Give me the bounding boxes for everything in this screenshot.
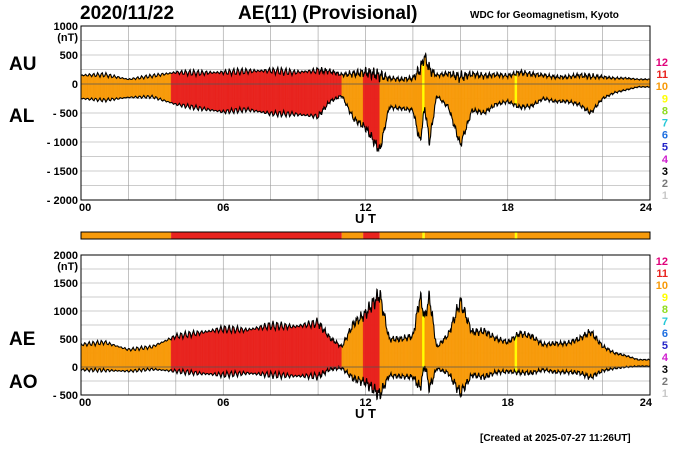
legend-level: 7 <box>662 118 668 130</box>
legend-level: 7 <box>662 316 668 328</box>
legend-level: 5 <box>662 340 668 352</box>
y-tick-label: 1000 <box>54 21 78 33</box>
x-tick-label: 18 <box>502 397 514 409</box>
color-bar-segment <box>171 232 342 239</box>
legend-level: 11 <box>656 69 668 81</box>
x-tick-label: 24 <box>640 397 653 409</box>
series-line-au <box>80 51 651 83</box>
series-label-upper: AE <box>9 329 35 350</box>
x-tick-label: 06 <box>217 397 229 409</box>
legend-level: 8 <box>662 304 668 316</box>
y-unit-label: (nT) <box>57 261 78 273</box>
y-unit-label: (nT) <box>57 32 78 44</box>
panel-ae-ao <box>80 254 651 401</box>
y-tick-label: 0 <box>72 79 78 91</box>
x-tick-label: 06 <box>217 202 229 214</box>
x-tick-label: 12 <box>359 202 371 214</box>
legend-level: 11 <box>656 268 668 280</box>
legend-level: 1 <box>662 190 668 202</box>
legend-level: 12 <box>656 57 668 69</box>
panel-au-al <box>80 25 651 201</box>
x-tick-label: 00 <box>79 202 91 214</box>
data-source: WDC for Geomagnetism, Kyoto <box>470 10 619 21</box>
y-tick-label: 0 <box>72 362 78 374</box>
chart-title: AE(11) (Provisional) <box>238 3 418 24</box>
legend-level: 12 <box>656 256 668 268</box>
y-tick-label: - 500 <box>53 390 78 402</box>
activity-color-bar <box>80 231 651 240</box>
series-label-lower: AO <box>9 372 38 393</box>
y-tick-label: - 1500 <box>47 166 78 178</box>
y-tick-label: 1000 <box>54 306 78 318</box>
color-bar-frame <box>80 231 651 240</box>
y-tick-label: - 2000 <box>47 195 78 207</box>
y-tick-label: - 1000 <box>47 137 78 149</box>
x-axis-label: U T <box>355 406 376 421</box>
legend-level: 9 <box>662 93 668 105</box>
plot-frame <box>80 25 651 201</box>
color-bar-segment <box>341 232 364 239</box>
color-bar-segment <box>514 232 518 239</box>
x-tick-label: 00 <box>79 397 91 409</box>
chart-date: 2020/11/22 <box>80 3 175 24</box>
series-label-lower: AL <box>9 106 35 127</box>
series-line-ao <box>80 364 651 401</box>
series-label-upper: AU <box>9 54 36 75</box>
y-tick-label: 500 <box>60 334 78 346</box>
y-tick-label: 2000 <box>54 250 78 262</box>
x-tick-label: 12 <box>359 397 371 409</box>
legend-level: 4 <box>662 154 669 166</box>
series-line-ae <box>80 288 651 361</box>
legend-level: 8 <box>662 105 668 117</box>
legend-level: 2 <box>662 178 668 190</box>
x-tick-label: 24 <box>640 202 653 214</box>
plot-frame <box>80 254 651 396</box>
legend-level: 3 <box>662 166 668 178</box>
legend-level: 4 <box>662 352 669 364</box>
legend-level: 9 <box>662 292 668 304</box>
color-bar-segment <box>81 232 172 239</box>
legend-level: 6 <box>662 130 668 142</box>
color-bar-segment <box>363 232 380 239</box>
created-timestamp: [Created at 2025-07-27 11:26UT] <box>480 433 631 444</box>
legend-level: 10 <box>656 81 668 93</box>
y-tick-label: 1500 <box>54 278 78 290</box>
legend-level: 1 <box>662 388 668 400</box>
y-tick-label: - 500 <box>53 108 78 120</box>
x-axis-label: U T <box>355 211 376 226</box>
color-bar-segment <box>517 232 650 239</box>
x-tick-label: 18 <box>502 202 514 214</box>
color-bar-segment <box>422 232 425 239</box>
legend-level: 3 <box>662 364 668 376</box>
y-tick-label: 500 <box>60 50 78 62</box>
legend-level: 6 <box>662 328 668 340</box>
legend-level: 10 <box>656 280 668 292</box>
legend-level: 2 <box>662 376 668 388</box>
legend-level: 5 <box>662 142 668 154</box>
color-bar-segment <box>424 232 515 239</box>
color-bar-segment <box>379 232 423 239</box>
series-line-al <box>80 85 651 153</box>
